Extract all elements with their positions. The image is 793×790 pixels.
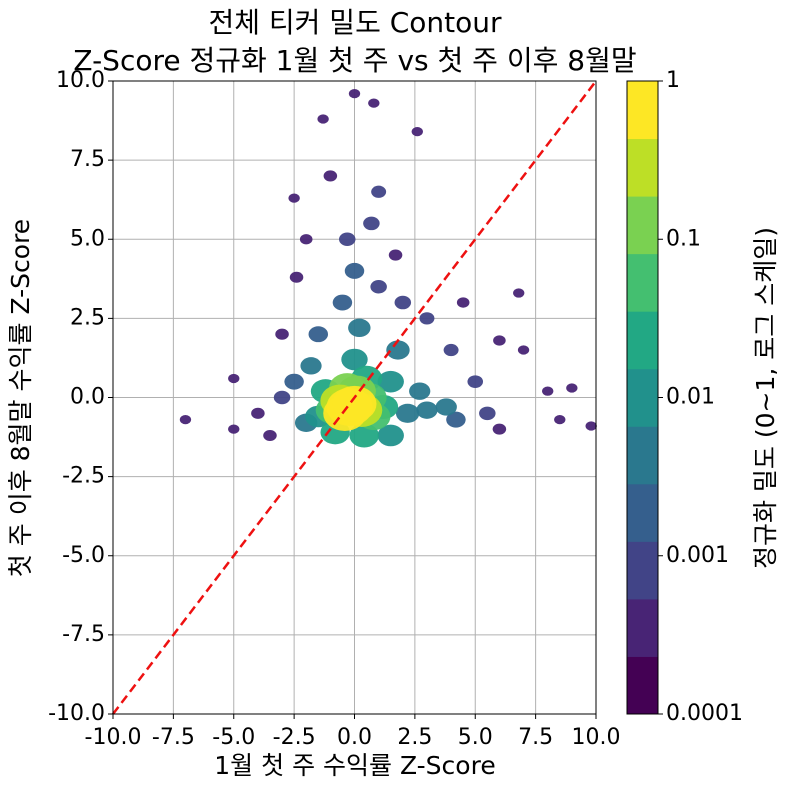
colorbar-band [627,138,658,197]
colorbar-band [627,656,658,715]
y-tick-label: 0.0 [70,385,105,410]
density-cell [566,383,578,393]
colorbar-tick-label: 0.0001 [666,701,743,726]
y-tick-label: 2.5 [70,305,105,330]
density-cell [289,271,304,283]
density-cell [377,424,404,447]
density-cell [326,388,373,426]
density-cell [228,424,240,434]
density-cell [275,328,289,340]
density-cell [363,216,380,231]
colorbar-tick-label: 0.01 [666,385,715,410]
density-cell [542,386,554,396]
colorbar-band [627,483,658,542]
density-cell [479,406,496,421]
density-cell [288,193,300,203]
colorbar-band [627,368,658,427]
x-tick-label: 5.0 [458,725,493,750]
density-cell [517,345,530,355]
colorbar-tick-label: 0.001 [666,543,729,568]
density-cell [554,415,566,425]
colorbar-band [627,541,658,600]
density-cell [467,375,484,389]
x-tick-label: 0.0 [337,725,372,750]
density-cell [371,185,387,198]
y-tick-label: 5.0 [70,226,105,251]
density-cell [456,297,470,308]
density-cell [308,326,329,343]
y-tick-label: 7.5 [70,147,105,172]
density-cell [446,411,466,428]
density-cell [409,382,431,400]
density-cell [388,249,403,261]
density-cell [377,370,404,393]
y-tick-label: -7.5 [62,622,105,647]
density-cell [344,262,365,279]
x-tick-label: -7.5 [152,725,195,750]
plot-frame [112,80,597,715]
y-tick-label: -10.0 [48,701,105,726]
density-cell [299,234,313,245]
density-cell [179,415,192,425]
colorbar-tick-label: 0.1 [666,226,701,251]
x-tick-label: 2.5 [397,725,432,750]
density-cell [419,312,435,325]
density-cell [251,407,265,419]
colorbar-label: 정규화 밀도 (0~1, 로그 스케일) [751,227,780,569]
density-cell [273,390,291,405]
y-tick-label: -5.0 [62,543,105,568]
density-cell [386,340,410,360]
density-cell [443,343,459,357]
density-cell [585,421,597,431]
density-cell [284,373,304,390]
density-cell [348,318,371,338]
chart-title: Z-Score 정규화 1월 첫 주 vs 첫 주 이후 8월말 [73,44,636,77]
density-cell [263,429,277,442]
density-cell [228,373,240,384]
colorbar-band [627,598,658,657]
colorbar-band [627,253,658,312]
density-cell [435,398,457,416]
reference-line [112,80,597,715]
density-cell [300,357,322,375]
colorbar-band [627,196,658,255]
density-cell [513,288,525,298]
density-cell [339,232,356,246]
density-cell [348,89,361,99]
density-cell [394,295,412,310]
x-tick-label: -10.0 [85,725,142,750]
colorbar-tick-label: 1 [666,68,680,93]
density-cell [370,279,387,294]
colorbar-band [627,426,658,485]
density-cell [323,170,338,182]
colorbar-band [627,311,658,370]
x-tick-label: -5.0 [212,725,255,750]
density-cell [341,348,368,371]
density-cell [492,423,507,435]
chart-title: 전체 티커 밀도 Contour [208,6,502,39]
density-cell [416,401,438,419]
x-tick-label: 7.5 [518,725,553,750]
x-axis-label: 1월 첫 주 수익률 Z-Score [214,751,495,780]
density-cell [332,294,353,311]
y-tick-label: -2.5 [62,464,105,489]
y-axis-label: 첫 주 이후 8월말 수익률 Z-Score [6,219,35,577]
density-cell [395,403,420,423]
density-cell [317,114,329,124]
density-cell [368,98,380,108]
colorbar-band [627,81,658,140]
density-cell [493,335,506,346]
x-tick-label: 10.0 [572,725,621,750]
density-cell [411,127,423,137]
y-tick-label: 10.0 [56,68,105,93]
x-tick-label: -2.5 [273,725,316,750]
